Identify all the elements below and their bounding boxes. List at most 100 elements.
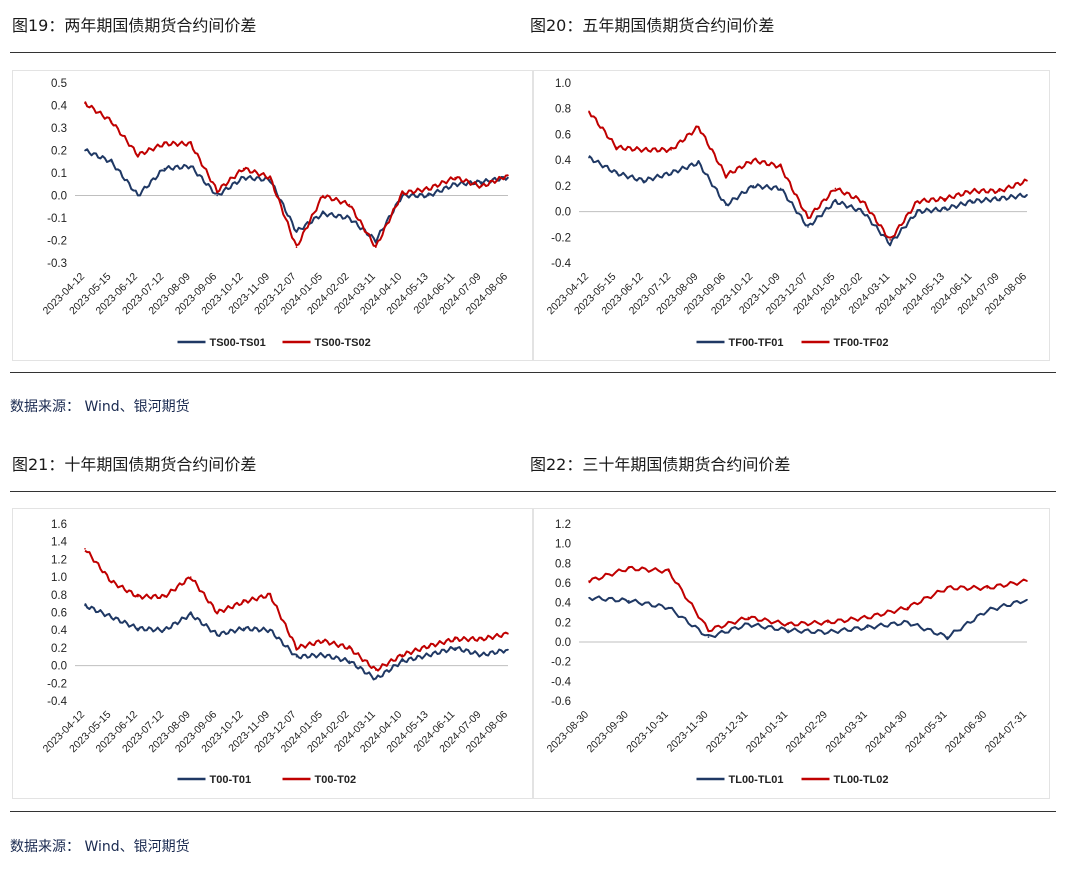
chart-panel-ts: 0.5 0.4 0.3 0.2 0.1 0.0 -0.1 -0.2 -0.3 2023-04-12… xyxy=(12,70,533,361)
figure-21-title: 图21：十年期国债期货合约间价差 xyxy=(12,455,257,474)
y-tick-label: 0.4 xyxy=(51,625,68,637)
x-tick-label: 2024-05-31 xyxy=(903,709,950,756)
chart-panel-tf: 1.0 0.8 0.6 0.4 0.2 0.0 -0.2 -0.4 2023-04-12 2023… xyxy=(533,70,1050,361)
data-point xyxy=(807,226,809,228)
data-point xyxy=(588,580,590,582)
x-tick-label: 2023-09-30 xyxy=(584,709,631,756)
data-point xyxy=(588,596,590,599)
y-tick-label: 0.2 xyxy=(555,617,571,629)
chart-panel-tl: 1.2 1.0 0.8 0.6 0.4 0.2 0.0 -0.2 -0.4 -0.6 2023-08… xyxy=(533,508,1050,799)
x-tick-label: 2024-02-29 xyxy=(784,709,831,756)
data-point xyxy=(916,210,919,213)
legend-label-2: TL00-TL02 xyxy=(834,774,889,786)
data-point xyxy=(295,230,298,233)
data-point xyxy=(242,176,245,179)
x-tick-label: 2024-03-31 xyxy=(823,709,870,756)
data-point xyxy=(747,616,750,619)
legend-label-1: TS00-TS01 xyxy=(210,337,266,349)
data-point xyxy=(615,146,618,149)
y-tick-label: 0.8 xyxy=(51,590,67,602)
x-tick-label: 2024-04-30 xyxy=(863,709,910,756)
y-tick-label: 1.6 xyxy=(51,519,67,531)
series-line-2 xyxy=(84,549,509,672)
data-point xyxy=(375,239,377,242)
data-point xyxy=(163,142,166,145)
y-tick-label: 0.1 xyxy=(51,168,67,180)
y-tick-label: 0.5 xyxy=(51,78,67,90)
bottom-rule-1 xyxy=(10,372,1056,373)
data-point xyxy=(971,200,974,203)
data-point xyxy=(375,669,377,671)
y-tick-label: 0.6 xyxy=(51,608,67,620)
data-point xyxy=(137,154,139,156)
data-source-2: 数据来源： Wind、银河期货 xyxy=(10,839,190,855)
y-tick-label: -0.6 xyxy=(551,696,571,708)
data-point xyxy=(216,611,218,614)
chart-tl-spread: 1.2 1.0 0.8 0.6 0.4 0.2 0.0 -0.2 -0.4 -0.62023-08… xyxy=(545,519,1030,786)
data-point xyxy=(480,654,483,656)
data-point xyxy=(480,181,483,183)
data-point xyxy=(906,621,909,624)
data-point xyxy=(454,647,456,649)
y-tick-label: 0.6 xyxy=(555,129,571,141)
data-point xyxy=(454,638,456,640)
data-point xyxy=(827,631,829,633)
data-point xyxy=(834,200,837,203)
y-tick-label: 0.0 xyxy=(51,661,67,673)
data-point xyxy=(779,165,782,168)
data-point xyxy=(1026,580,1028,582)
data-point xyxy=(697,125,700,128)
y-tick-label: 0.0 xyxy=(555,207,571,219)
data-point xyxy=(642,179,645,182)
data-point xyxy=(348,203,351,206)
chart-tf-spread: 1.00.80.60.40.20.0-0.2-0.42023-04-122023… xyxy=(545,78,1030,349)
y-tick-label: 0.0 xyxy=(51,191,67,203)
y-tick-label: -0.2 xyxy=(47,236,67,248)
data-point xyxy=(216,633,218,636)
data-point xyxy=(707,636,710,638)
y-tick-label: 0.2 xyxy=(555,181,571,193)
data-point xyxy=(322,640,324,642)
legend-label-1: TF00-TF01 xyxy=(729,337,784,349)
data-point xyxy=(427,194,430,197)
chart-panel-t: 1.6 1.4 1.2 1.0 0.8 0.6 0.4 0.2 0.0 -0.2 -0.4 2023-… xyxy=(12,508,533,799)
y-tick-label: -0.4 xyxy=(551,258,571,270)
y-tick-label: 1.0 xyxy=(51,572,67,584)
y-tick-label: 0.4 xyxy=(51,101,68,113)
data-point xyxy=(866,626,869,629)
series-line-1 xyxy=(588,595,1028,641)
data-point xyxy=(348,647,351,649)
data-point xyxy=(427,645,430,647)
data-point xyxy=(998,197,1001,200)
figure-19-title: 图19：两年期国债期货合约间价差 xyxy=(12,16,257,35)
legend-label-1: T00-T01 xyxy=(210,774,252,786)
data-source-1: 数据来源： Wind、银河期货 xyxy=(10,399,190,415)
data-point xyxy=(189,576,192,578)
data-point xyxy=(401,660,404,662)
data-point xyxy=(322,194,324,197)
legend-label-2: T00-T02 xyxy=(315,774,357,786)
data-point xyxy=(137,627,139,630)
data-point xyxy=(916,200,919,203)
data-point xyxy=(707,629,710,631)
data-point xyxy=(84,604,86,607)
data-point xyxy=(454,176,456,179)
data-point xyxy=(427,187,430,190)
x-tick-label: 2024-01-31 xyxy=(744,709,791,756)
y-tick-label: 0.0 xyxy=(555,637,571,649)
data-point xyxy=(295,246,298,249)
data-point xyxy=(861,210,864,213)
chart-ts-spread: 0.50.40.30.20.10.0-0.1-0.2-0.32023-04-12… xyxy=(41,78,511,349)
data-point xyxy=(322,212,324,215)
data-point xyxy=(480,185,483,188)
bottom-rule-2 xyxy=(10,811,1056,812)
data-point xyxy=(401,192,404,195)
data-point xyxy=(667,570,670,572)
data-point xyxy=(866,616,869,619)
data-point xyxy=(507,174,509,177)
data-point xyxy=(889,239,891,241)
y-tick-label: -0.2 xyxy=(551,232,571,244)
data-point xyxy=(667,606,670,609)
x-tick-label: 2023-12-31 xyxy=(704,709,751,756)
y-tick-label: 0.8 xyxy=(555,558,571,570)
